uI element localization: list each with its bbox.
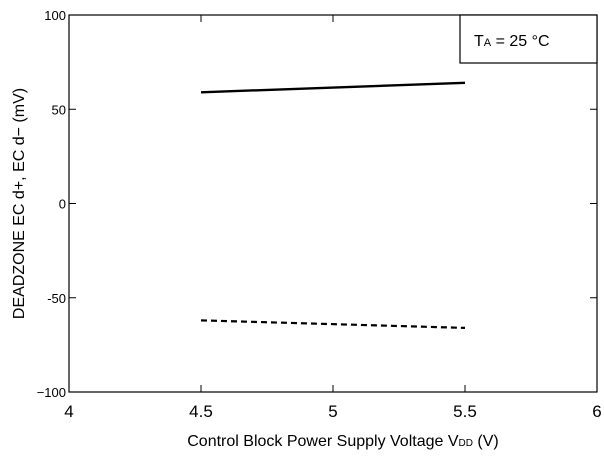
x-axis-title-subscript: DD — [459, 438, 473, 449]
annotation-main: T — [474, 33, 484, 50]
y-tick-label: −100 — [37, 385, 66, 400]
x-tick-label: 5 — [328, 402, 337, 421]
x-tick-label: 4 — [64, 402, 73, 421]
y-tick-label: -50 — [47, 291, 66, 306]
x-axis-title: Control Block Power Supply Voltage VDD (… — [187, 433, 499, 450]
y-tick-label: 100 — [44, 8, 66, 23]
series-line-dashed — [200, 319, 466, 330]
annotation-text: TA = 25 °C — [474, 33, 550, 50]
annotation-rest: = 25 °C — [491, 33, 549, 50]
x-axis-title-unit: (V) — [473, 433, 499, 450]
series-line-solid — [200, 81, 466, 94]
annotation-box — [459, 14, 598, 64]
x-tick-label: 6 — [592, 402, 601, 421]
y-tick-label: 50 — [52, 102, 66, 117]
y-tick-label: 0 — [59, 197, 66, 212]
x-axis-title-main: Control Block Power Supply Voltage V — [187, 433, 459, 450]
y-axis-title: DEADZONE EC d+, EC d− (mV) — [11, 88, 28, 319]
x-tick-label: 5.5 — [453, 402, 477, 421]
plot-frame — [68, 14, 598, 393]
annotation-subscript: A — [484, 37, 492, 49]
x-tick-label: 4.5 — [189, 402, 213, 421]
